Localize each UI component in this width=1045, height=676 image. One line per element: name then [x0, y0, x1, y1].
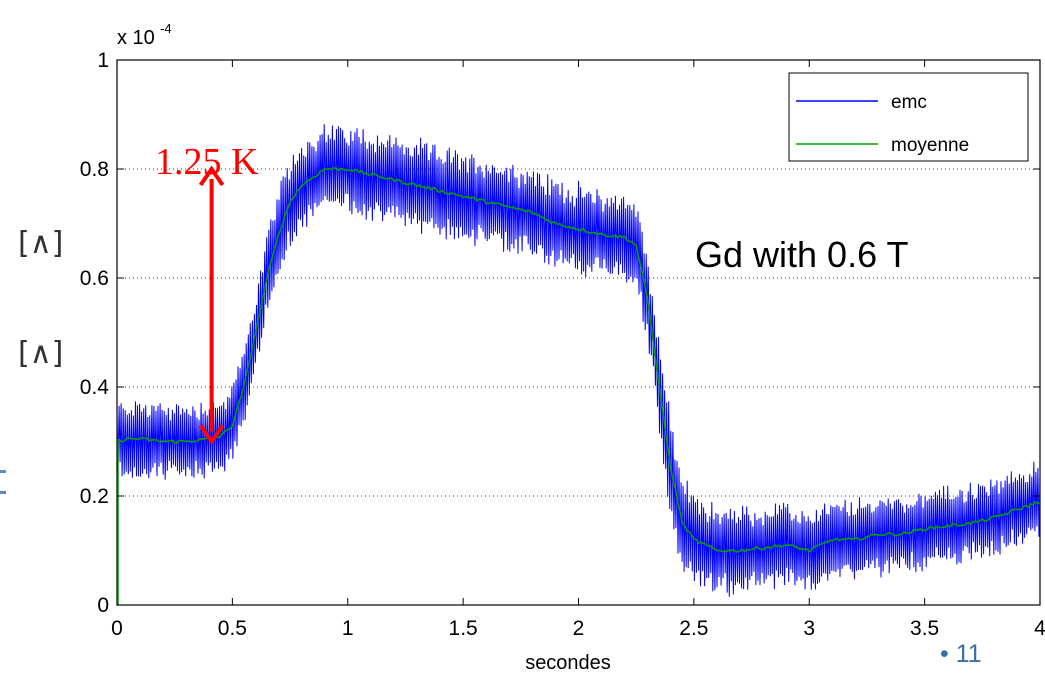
- left-glyph-bottom: [∧]: [18, 336, 64, 371]
- gd-annotation: Gd with 0.6 T: [695, 234, 908, 275]
- legend: emc moyenne: [788, 72, 1029, 162]
- y-tick-label: 0: [97, 594, 109, 617]
- x-tick-label: 4: [1034, 617, 1045, 640]
- x-axis-label: secondes: [525, 652, 611, 674]
- axis-ticks: 0 0.2 0.4 0.6 0.8 1 0 0.5 1 1.5 2 2.5 3 3.5 4: [80, 49, 1045, 640]
- y-multiplier-label: x 10: [117, 27, 155, 49]
- delta-arrow: [198, 165, 225, 446]
- x-tick-label: 2.5: [679, 617, 708, 640]
- x-tick-label: 2: [573, 617, 585, 640]
- y-tick-label: 0.6: [80, 267, 109, 290]
- legend-moyenne-label: moyenne: [891, 135, 969, 156]
- delta-arrow-head-top: [198, 165, 225, 187]
- x-tick-label: 0: [111, 617, 123, 640]
- page-number: • 11: [940, 640, 982, 668]
- x-tick-label: 3.5: [910, 617, 939, 640]
- moyenne-line: [117, 167, 1040, 553]
- y-tick-label: 0.4: [80, 376, 110, 399]
- left-edge-mark: [0, 470, 6, 494]
- moyenne-series-group: [117, 167, 1040, 605]
- delta-label: 1.25 K: [155, 141, 259, 183]
- y-tick-label: 0.2: [80, 485, 109, 508]
- y-tick-label: 1: [97, 49, 109, 72]
- left-glyph-top: [∧]: [18, 226, 64, 261]
- x-tick-label: 3: [803, 617, 815, 640]
- emc-series-group: [117, 124, 1040, 597]
- x-tick-label: 1: [342, 617, 354, 640]
- legend-box: [788, 72, 1029, 162]
- delta-arrow-head-bottom: [198, 424, 225, 446]
- y-tick-label: 0.8: [80, 158, 109, 181]
- x-tick-label: 0.5: [218, 617, 247, 640]
- emc-line: [117, 124, 1040, 597]
- legend-emc-label: emc: [891, 92, 927, 113]
- y-multiplier-exponent: -4: [160, 21, 172, 36]
- x-tick-label: 1.5: [449, 617, 478, 640]
